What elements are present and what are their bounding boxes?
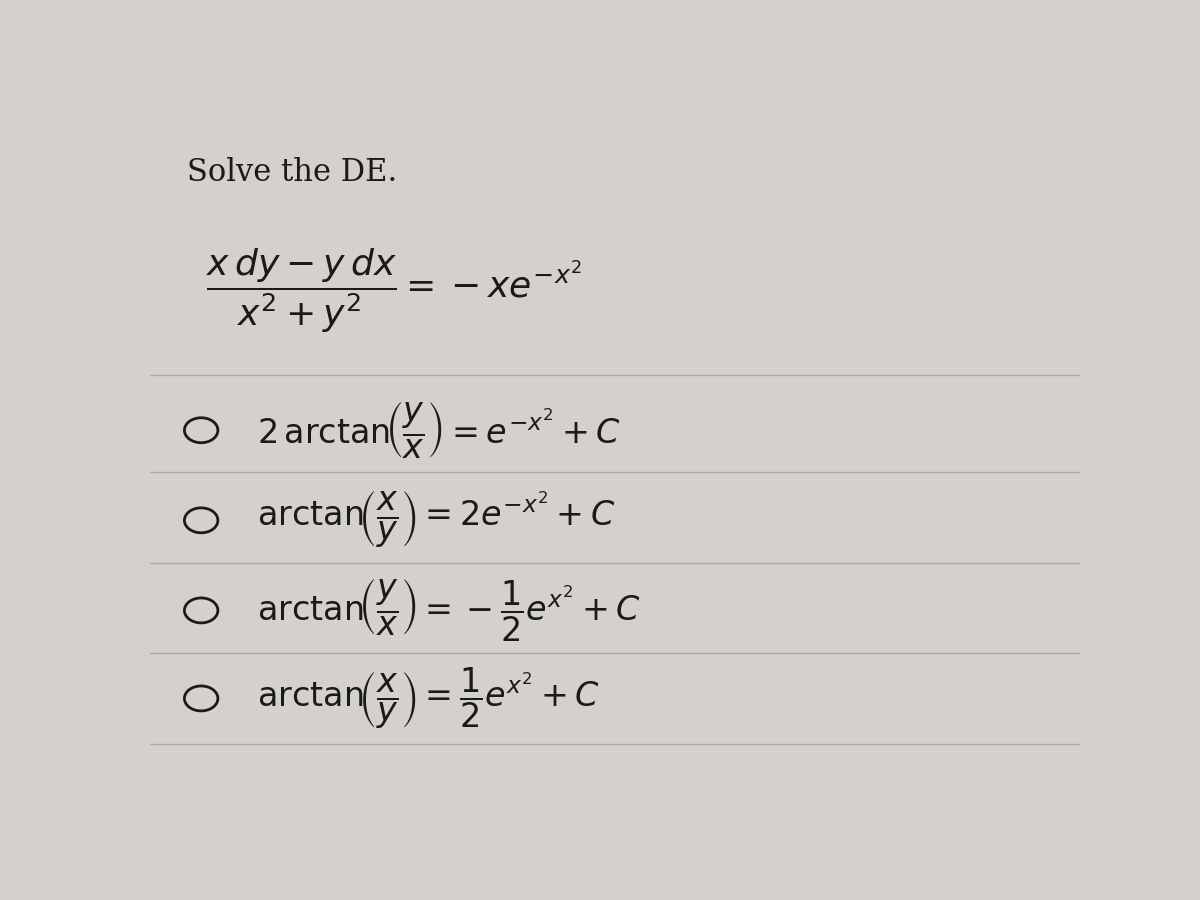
Text: Solve the DE.: Solve the DE. — [187, 157, 397, 187]
Text: $\mathrm{arctan}\!\left(\dfrac{y}{x}\right) = -\dfrac{1}{2}e^{x^2} + C$: $\mathrm{arctan}\!\left(\dfrac{y}{x}\rig… — [257, 578, 641, 644]
Text: $\mathrm{arctan}\!\left(\dfrac{x}{y}\right) = 2e^{-x^2} + C$: $\mathrm{arctan}\!\left(\dfrac{x}{y}\rig… — [257, 491, 616, 551]
Text: $\mathrm{arctan}\!\left(\dfrac{x}{y}\right) = \dfrac{1}{2}e^{x^2} + C$: $\mathrm{arctan}\!\left(\dfrac{x}{y}\rig… — [257, 666, 600, 731]
Text: $\dfrac{x\,dy - y\,dx}{x^2 + y^2} = -xe^{-x^2}$: $\dfrac{x\,dy - y\,dx}{x^2 + y^2} = -xe^… — [206, 247, 582, 335]
Text: $2\,\mathrm{arctan}\!\left(\dfrac{y}{x}\right) = e^{-x^2} + C$: $2\,\mathrm{arctan}\!\left(\dfrac{y}{x}\… — [257, 400, 620, 460]
